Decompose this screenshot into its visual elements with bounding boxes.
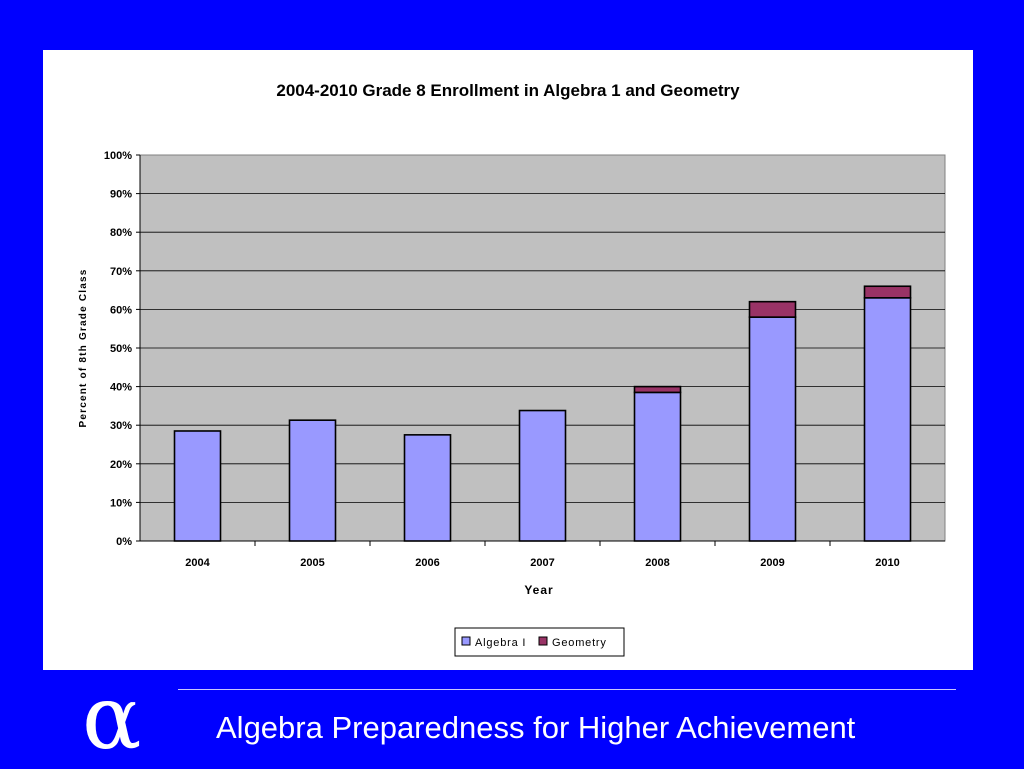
bar-algebra-i-2005 [288, 419, 337, 542]
x-tick-label: 2004 [185, 557, 210, 569]
axes [139, 155, 945, 542]
bar-algebra-i-2004 [173, 430, 222, 542]
legend-box [454, 627, 625, 657]
bar-algebra-i-2007 [518, 409, 567, 542]
x-tick-label: 2007 [530, 557, 554, 569]
bar-geometry-2009 [748, 300, 797, 318]
y-tick-labels: 0% 10% 20% 30% 40% 50% 60% 70% 80% 90% 100% [104, 150, 132, 548]
y-tick-label: 40% [110, 382, 132, 394]
x-tick-label: 2006 [415, 557, 439, 569]
footer-divider [178, 689, 956, 690]
bar-geometry-2008 [633, 385, 682, 394]
y-tick-label: 50% [110, 343, 132, 355]
x-tick-label: 2010 [875, 557, 899, 569]
y-tick-label: 70% [110, 266, 132, 278]
y-tick-label: 30% [110, 420, 132, 432]
y-tick-label: 60% [110, 304, 132, 316]
x-tick-label: 2005 [300, 557, 324, 569]
chart-title: 2004-2010 Grade 8 Enrollment in Algebra … [276, 81, 740, 100]
alpha-logo: α [82, 666, 142, 769]
legend-geometry-label: Geometry [552, 637, 607, 649]
legend-geometry-swatch [538, 636, 548, 646]
bar-algebra-i-2009 [748, 316, 797, 542]
x-tick-label: 2009 [760, 557, 784, 569]
y-tick-label: 80% [110, 227, 132, 239]
y-tick-label: 0% [116, 536, 132, 548]
gridlines [136, 154, 945, 546]
y-tick-label: 10% [110, 497, 132, 509]
bar-geometry-2010 [863, 285, 912, 299]
chart-legend: Algebra I Geometry [454, 627, 625, 657]
legend-algebra-label: Algebra I [475, 637, 526, 649]
bar-algebra-i-2010 [863, 297, 912, 542]
x-tick-label: 2008 [645, 557, 669, 569]
bar-algebra-i-2008 [633, 391, 682, 542]
y-axis-label: Percent of 8th Grade Class [78, 268, 89, 427]
enrollment-chart: 2004-2010 Grade 8 Enrollment in Algebra … [78, 81, 946, 657]
y-tick-label: 90% [110, 189, 132, 201]
chart-panel: 2004-2010 Grade 8 Enrollment in Algebra … [43, 50, 973, 670]
y-tick-label: 20% [110, 459, 132, 471]
bar-algebra-i-2006 [403, 434, 452, 542]
x-axis-label: Year [524, 583, 553, 597]
legend-algebra-swatch [461, 636, 471, 646]
y-tick-label: 100% [104, 150, 132, 162]
x-tick-labels: 2004 2005 2006 2007 2008 2009 2010 [185, 557, 899, 569]
footer-title: Algebra Preparedness for Higher Achievem… [216, 710, 856, 745]
